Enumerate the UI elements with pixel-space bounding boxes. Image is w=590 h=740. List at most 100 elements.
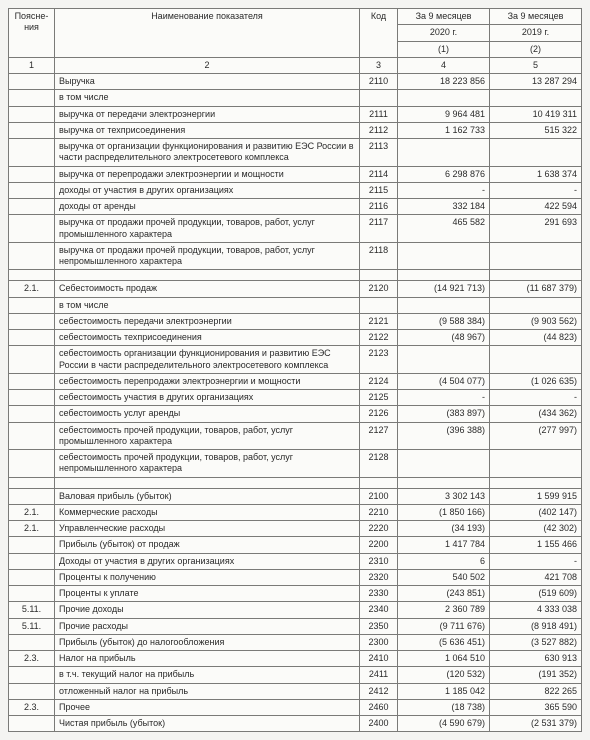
colnum-4: 4 bbox=[398, 57, 490, 73]
cell-name: Коммерческие расходы bbox=[55, 504, 360, 520]
cell-value-period1: (383 897) bbox=[398, 406, 490, 422]
spacer-cell bbox=[55, 270, 360, 281]
table-row: выручка от организации функционирования … bbox=[9, 139, 582, 167]
cell-name: Проценты к уплате bbox=[55, 586, 360, 602]
cell-name: Управленческие расходы bbox=[55, 521, 360, 537]
cell-name: Проценты к получению bbox=[55, 569, 360, 585]
table-row: 2.1.Себестоимость продаж2120(14 921 713)… bbox=[9, 281, 582, 297]
cell-name: себестоимость передачи электроэнергии bbox=[55, 313, 360, 329]
cell-code: 2210 bbox=[360, 504, 398, 520]
cell-explanation bbox=[9, 330, 55, 346]
cell-explanation: 2.3. bbox=[9, 651, 55, 667]
table-row: себестоимость участия в других организац… bbox=[9, 390, 582, 406]
header-code: Код bbox=[360, 9, 398, 58]
cell-value-period2 bbox=[490, 242, 582, 270]
cell-value-period2: 365 590 bbox=[490, 699, 582, 715]
header-period2-line2: 2019 г. bbox=[490, 25, 582, 41]
table-row: Проценты к получению2320540 502421 708 bbox=[9, 569, 582, 585]
cell-value-period2: 1 638 374 bbox=[490, 166, 582, 182]
cell-explanation bbox=[9, 215, 55, 243]
spacer-cell bbox=[55, 477, 360, 488]
cell-explanation: 2.1. bbox=[9, 504, 55, 520]
cell-value-period1: 1 162 733 bbox=[398, 122, 490, 138]
spacer-cell bbox=[490, 477, 582, 488]
table-row: себестоимость услуг аренды2126(383 897)(… bbox=[9, 406, 582, 422]
cell-code: 2111 bbox=[360, 106, 398, 122]
table-row: Выручка211018 223 85613 287 294 bbox=[9, 74, 582, 90]
cell-explanation: 2.1. bbox=[9, 521, 55, 537]
cell-name: Чистая прибыль (убыток) bbox=[55, 716, 360, 732]
cell-value-period2: 13 287 294 bbox=[490, 74, 582, 90]
cell-value-period2 bbox=[490, 450, 582, 478]
cell-name: Прочие расходы bbox=[55, 618, 360, 634]
cell-name: в том числе bbox=[55, 90, 360, 106]
cell-value-period2: (1 026 635) bbox=[490, 373, 582, 389]
cell-name: себестоимость участия в других организац… bbox=[55, 390, 360, 406]
cell-value-period2 bbox=[490, 139, 582, 167]
table-row: доходы от участия в других организациях2… bbox=[9, 182, 582, 198]
cell-code: 2100 bbox=[360, 488, 398, 504]
colnum-3: 3 bbox=[360, 57, 398, 73]
colnum-5: 5 bbox=[490, 57, 582, 73]
cell-value-period2: (277 997) bbox=[490, 422, 582, 450]
cell-code: 2113 bbox=[360, 139, 398, 167]
cell-value-period1: (14 921 713) bbox=[398, 281, 490, 297]
cell-value-period2: 1 599 915 bbox=[490, 488, 582, 504]
cell-name: Прибыль (убыток) до налогообложения bbox=[55, 634, 360, 650]
cell-value-period1 bbox=[398, 242, 490, 270]
cell-name: Доходы от участия в других организациях bbox=[55, 553, 360, 569]
cell-name: себестоимость организации функционирован… bbox=[55, 346, 360, 374]
cell-name: выручка от передачи электроэнергии bbox=[55, 106, 360, 122]
cell-explanation bbox=[9, 569, 55, 585]
table-row: 2.3.Прочее2460(18 738)365 590 bbox=[9, 699, 582, 715]
cell-explanation bbox=[9, 716, 55, 732]
cell-value-period2: (434 362) bbox=[490, 406, 582, 422]
cell-explanation bbox=[9, 346, 55, 374]
cell-value-period2: - bbox=[490, 182, 582, 198]
cell-value-period1 bbox=[398, 90, 490, 106]
table-row: выручка от перепродажи электроэнергии и … bbox=[9, 166, 582, 182]
table-row: себестоимость перепродажи электроэнергии… bbox=[9, 373, 582, 389]
table-row: Валовая прибыль (убыток)21003 302 1431 5… bbox=[9, 488, 582, 504]
cell-explanation: 2.3. bbox=[9, 699, 55, 715]
cell-value-period1: (9 711 676) bbox=[398, 618, 490, 634]
cell-value-period1: 18 223 856 bbox=[398, 74, 490, 90]
cell-value-period1: 540 502 bbox=[398, 569, 490, 585]
cell-code bbox=[360, 297, 398, 313]
cell-code: 2411 bbox=[360, 667, 398, 683]
table-row: выручка от продажи прочей продукции, тов… bbox=[9, 242, 582, 270]
table-row: 5.11.Прочие расходы2350(9 711 676)(8 918… bbox=[9, 618, 582, 634]
cell-code: 2126 bbox=[360, 406, 398, 422]
table-row: в том числе bbox=[9, 297, 582, 313]
cell-name: себестоимость прочей продукции, товаров,… bbox=[55, 422, 360, 450]
cell-value-period2: (3 527 882) bbox=[490, 634, 582, 650]
cell-name: выручка от организации функционирования … bbox=[55, 139, 360, 167]
cell-code: 2460 bbox=[360, 699, 398, 715]
cell-name: Выручка bbox=[55, 74, 360, 90]
cell-explanation bbox=[9, 450, 55, 478]
cell-name: себестоимость услуг аренды bbox=[55, 406, 360, 422]
cell-explanation bbox=[9, 586, 55, 602]
cell-value-period1: 6 bbox=[398, 553, 490, 569]
cell-code: 2124 bbox=[360, 373, 398, 389]
spacer-cell bbox=[360, 270, 398, 281]
cell-explanation bbox=[9, 422, 55, 450]
cell-name: Прочее bbox=[55, 699, 360, 715]
cell-code: 2310 bbox=[360, 553, 398, 569]
cell-explanation: 2.1. bbox=[9, 281, 55, 297]
cell-code: 2127 bbox=[360, 422, 398, 450]
cell-value-period1: (34 193) bbox=[398, 521, 490, 537]
table-row: 2.3.Налог на прибыль24101 064 510630 913 bbox=[9, 651, 582, 667]
colnum-2: 2 bbox=[55, 57, 360, 73]
table-row: 2.1.Управленческие расходы2220(34 193)(4… bbox=[9, 521, 582, 537]
table-row: себестоимость прочей продукции, товаров,… bbox=[9, 450, 582, 478]
cell-value-period1: (243 851) bbox=[398, 586, 490, 602]
header-period1-line3: (1) bbox=[398, 41, 490, 57]
cell-value-period1: (5 636 451) bbox=[398, 634, 490, 650]
header-period2-line3: (2) bbox=[490, 41, 582, 57]
cell-value-period1: (9 588 384) bbox=[398, 313, 490, 329]
cell-value-period2: (191 352) bbox=[490, 667, 582, 683]
cell-value-period2: 10 419 311 bbox=[490, 106, 582, 122]
cell-value-period2: (9 903 562) bbox=[490, 313, 582, 329]
cell-value-period1 bbox=[398, 450, 490, 478]
